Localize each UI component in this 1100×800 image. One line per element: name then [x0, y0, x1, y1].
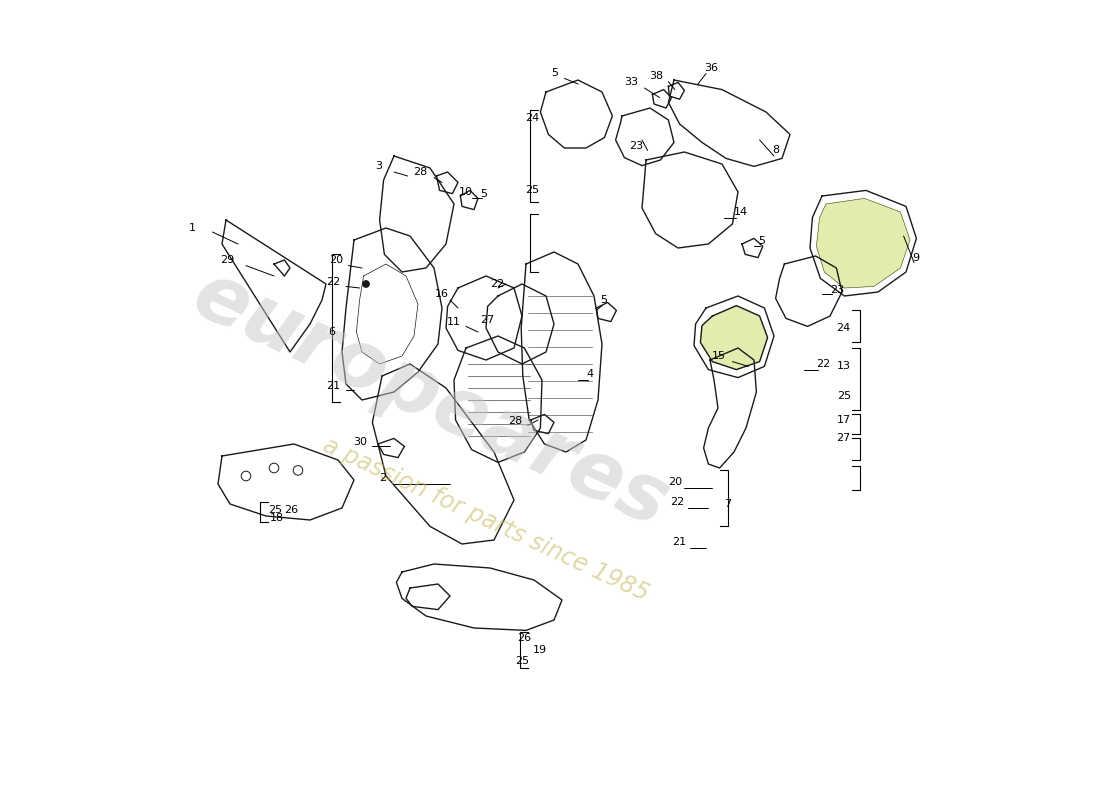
Text: 23: 23	[629, 141, 644, 150]
Text: 21: 21	[327, 381, 340, 390]
Text: 4: 4	[586, 370, 593, 379]
Text: 17: 17	[837, 415, 850, 425]
Text: 24: 24	[836, 323, 850, 333]
Text: 20: 20	[329, 255, 343, 265]
Text: europeares: europeares	[179, 256, 680, 544]
Text: 18: 18	[270, 514, 284, 523]
Text: 11: 11	[447, 317, 461, 326]
Text: 1: 1	[188, 223, 196, 233]
Text: 20: 20	[668, 478, 682, 487]
Text: 28: 28	[414, 167, 428, 177]
Text: 5: 5	[551, 68, 558, 78]
Text: 10: 10	[459, 187, 472, 197]
Text: 14: 14	[734, 207, 748, 217]
Text: 28: 28	[508, 416, 522, 426]
Text: 22: 22	[326, 277, 340, 286]
Text: 5: 5	[601, 295, 607, 305]
Text: 27: 27	[480, 315, 494, 325]
Text: 30: 30	[353, 437, 366, 446]
Text: 9: 9	[912, 253, 920, 262]
Text: 3: 3	[375, 162, 382, 171]
Text: 19: 19	[532, 645, 547, 654]
Text: 26: 26	[285, 506, 298, 515]
Text: 8: 8	[772, 146, 780, 155]
Text: 22: 22	[491, 279, 505, 289]
Polygon shape	[816, 198, 910, 288]
Text: 22: 22	[670, 498, 684, 507]
Text: 16: 16	[434, 290, 449, 299]
Text: 22: 22	[816, 359, 831, 369]
Text: 2: 2	[378, 474, 386, 483]
Text: a passion for parts since 1985: a passion for parts since 1985	[319, 434, 652, 606]
Text: 13: 13	[837, 362, 850, 371]
Text: 36: 36	[704, 63, 718, 73]
Text: 15: 15	[712, 351, 726, 361]
Text: 25: 25	[515, 656, 529, 666]
Polygon shape	[701, 306, 768, 370]
Text: 5: 5	[758, 236, 764, 246]
Text: 25: 25	[268, 506, 283, 515]
Text: 38: 38	[649, 71, 663, 81]
Text: 33: 33	[624, 78, 638, 87]
Text: 27: 27	[836, 434, 850, 443]
Text: 21: 21	[672, 538, 686, 547]
Circle shape	[363, 281, 370, 287]
Text: 24: 24	[526, 114, 540, 123]
Text: 23: 23	[830, 285, 844, 294]
Text: 25: 25	[526, 186, 540, 195]
Text: 29: 29	[220, 255, 234, 265]
Text: 26: 26	[517, 634, 531, 643]
Text: 7: 7	[725, 499, 732, 509]
Text: 5: 5	[481, 189, 487, 198]
Text: 6: 6	[328, 327, 334, 337]
Text: 25: 25	[837, 391, 850, 401]
